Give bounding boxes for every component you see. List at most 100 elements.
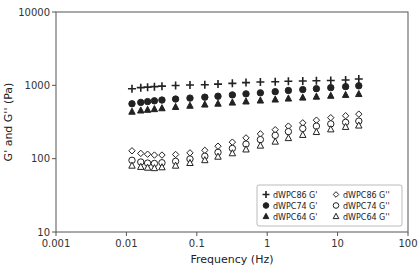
point — [159, 105, 165, 111]
point — [256, 78, 264, 86]
legend-label: dWPC64 G' — [273, 213, 318, 222]
plot-area — [56, 12, 408, 232]
x-tick — [196, 232, 197, 236]
series — [129, 111, 362, 158]
point — [151, 165, 157, 171]
y-tick — [52, 158, 56, 159]
point — [215, 153, 221, 159]
y-tick — [52, 232, 56, 233]
x-tick — [337, 232, 338, 236]
legend-label: dWPC74 G' — [273, 202, 318, 211]
point — [243, 146, 249, 152]
y-tick — [52, 85, 56, 86]
point — [215, 143, 221, 149]
point — [257, 97, 263, 103]
plot-frame — [56, 12, 408, 232]
point — [129, 162, 135, 168]
point — [202, 157, 208, 163]
point — [128, 85, 136, 93]
point — [187, 159, 193, 165]
point — [201, 81, 209, 89]
point — [229, 99, 235, 105]
legend-marker — [263, 213, 269, 218]
legend-marker — [333, 203, 339, 209]
point — [138, 163, 144, 169]
point — [327, 76, 335, 84]
point — [138, 150, 144, 156]
point — [186, 81, 194, 89]
point — [159, 97, 165, 103]
point — [242, 79, 250, 87]
point — [356, 90, 362, 96]
legend-marker — [333, 213, 339, 218]
point — [172, 151, 178, 157]
series — [128, 75, 363, 93]
legend-marker — [333, 192, 339, 198]
point — [215, 100, 221, 106]
point — [355, 75, 363, 83]
point — [313, 128, 319, 134]
legend-label: dWPC86 G'' — [343, 191, 390, 200]
point — [285, 135, 291, 141]
point — [285, 87, 291, 93]
point — [129, 101, 135, 107]
point — [356, 111, 362, 117]
point — [159, 164, 165, 170]
point — [356, 122, 362, 128]
point — [257, 142, 263, 148]
point — [144, 98, 150, 104]
point — [151, 152, 157, 158]
point — [243, 135, 249, 141]
point — [159, 152, 165, 158]
point — [228, 79, 236, 87]
point — [172, 96, 178, 102]
x-tick — [126, 232, 127, 236]
point — [151, 106, 157, 112]
point — [202, 94, 208, 100]
point — [271, 78, 279, 86]
point — [312, 77, 320, 85]
legend-label: dWPC74 G'' — [343, 202, 390, 211]
point — [187, 102, 193, 108]
point — [144, 164, 150, 170]
point — [243, 98, 249, 104]
point — [158, 82, 166, 90]
legend: dWPC86 G'dWPC74 G'dWPC64 G'dWPC86 G''dWP… — [257, 185, 402, 226]
point — [342, 91, 348, 97]
point — [172, 162, 178, 168]
x-tick — [267, 232, 268, 236]
point — [328, 126, 334, 132]
point — [215, 93, 221, 99]
x-axis-label: Frequency (Hz) — [191, 253, 274, 266]
point — [342, 76, 350, 84]
point — [342, 123, 348, 129]
legend-marker — [263, 203, 269, 209]
y-tick-label: 1000 — [25, 80, 50, 91]
x-tick-label: 0.1 — [189, 238, 205, 249]
chart: 0.0010.010.111010010100100010000Frequenc… — [0, 0, 420, 268]
point — [243, 91, 249, 97]
point — [138, 99, 144, 105]
point — [300, 94, 306, 100]
point — [187, 95, 193, 101]
legend-box — [257, 185, 402, 226]
point — [313, 85, 319, 91]
point — [272, 88, 278, 94]
y-axis-label: G' and G'' (Pa) — [2, 83, 15, 162]
point — [328, 92, 334, 98]
series — [129, 118, 362, 167]
x-tick-label: 10 — [331, 238, 344, 249]
point — [313, 93, 319, 99]
point — [129, 148, 135, 154]
point — [172, 81, 180, 89]
legend-marker — [263, 191, 270, 198]
point — [138, 107, 144, 113]
legend-label: dWPC64 G'' — [343, 213, 390, 222]
x-tick-label: 0.001 — [42, 238, 71, 249]
point — [299, 77, 307, 85]
marks — [128, 75, 363, 171]
x-tick — [408, 232, 409, 236]
point — [150, 83, 158, 91]
point — [272, 96, 278, 102]
point — [328, 84, 334, 90]
